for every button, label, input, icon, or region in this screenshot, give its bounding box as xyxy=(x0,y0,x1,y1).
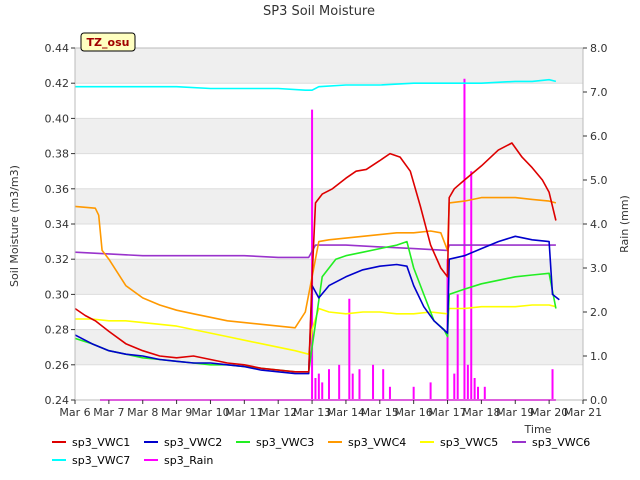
y-tick-label: 0.24 xyxy=(45,394,70,407)
x-tick-label: Mar 17 xyxy=(428,406,466,419)
legend-label-sp3-vwc3: sp3_VWC3 xyxy=(256,436,314,449)
y-axis-label: Soil Moisture (m3/m3) xyxy=(8,165,21,287)
legend-label-sp3-vwc1: sp3_VWC1 xyxy=(72,436,130,449)
y-tick-label: 0.32 xyxy=(45,253,70,266)
y-tick-label: 0.44 xyxy=(45,42,70,55)
x-tick-label: Mar 21 xyxy=(564,406,602,419)
x-tick-label: Mar 18 xyxy=(462,406,500,419)
series-sp3-vwc7 xyxy=(75,78,557,91)
x-tick-label: Mar 7 xyxy=(93,406,124,419)
series-sp3-vwc2 xyxy=(74,235,560,375)
y-tick-label: 0.26 xyxy=(45,359,70,372)
y2-tick-label: 1.0 xyxy=(590,350,608,363)
legend-label-sp3-vwc4: sp3_VWC4 xyxy=(348,436,406,449)
grid-band xyxy=(75,48,583,84)
series-sp3-vwc1 xyxy=(74,142,557,373)
y2-tick-label: 0.0 xyxy=(590,394,608,407)
legend-label-sp3-vwc6: sp3_VWC6 xyxy=(532,436,590,449)
y-tick-label: 0.40 xyxy=(45,112,70,125)
y2-tick-label: 2.0 xyxy=(590,306,608,319)
legend-label-sp3-rain: sp3_Rain xyxy=(164,454,213,467)
grid-bands xyxy=(75,47,583,401)
y2-tick-label: 6.0 xyxy=(590,130,608,143)
x-tick-label: Mar 20 xyxy=(530,406,568,419)
y2-tick-label: 3.0 xyxy=(590,262,608,275)
grid-band xyxy=(75,329,583,365)
x-tick-label: Mar 9 xyxy=(161,406,192,419)
x-tick-label: Mar 16 xyxy=(395,406,433,419)
x-tick-label: Mar 6 xyxy=(59,406,90,419)
x-tick-label: Mar 11 xyxy=(225,406,263,419)
x-tick-label: Mar 19 xyxy=(496,406,534,419)
station-badge: TZ_osu xyxy=(80,32,136,52)
x-tick-label: Mar 13 xyxy=(293,406,331,419)
station-badge-box xyxy=(80,32,136,52)
grid-band xyxy=(75,118,583,154)
series-sp3-vwc5 xyxy=(75,304,557,356)
legend-label-sp3-vwc5: sp3_VWC5 xyxy=(440,436,498,449)
chart-title: SP3 Soil Moisture xyxy=(263,4,375,19)
grid-band xyxy=(75,259,583,295)
grid-band xyxy=(75,188,583,224)
legend: sp3_VWC1 sp3_VWC2 sp3_VWC3 sp3_VWC4 sp3_VWC5… xyxy=(52,436,590,467)
x-tick-label: Mar 15 xyxy=(361,406,399,419)
y2-tick-label: 5.0 xyxy=(590,174,608,187)
series-sp3-vwc4 xyxy=(74,196,557,329)
y2-axis-ticks: 0.0 1.0 2.0 3.0 4.0 5.0 6.0 7.0 8.0 xyxy=(583,42,608,407)
y2-tick-label: 7.0 xyxy=(590,86,608,99)
legend-label-sp3-vwc7: sp3_VWC7 xyxy=(72,454,130,467)
x-tick-label: Mar 8 xyxy=(127,406,158,419)
station-badge-label: TZ_osu xyxy=(87,36,130,49)
x-tick-label: Mar 14 xyxy=(327,406,365,419)
y-tick-label: 0.42 xyxy=(45,77,70,90)
y-tick-label: 0.34 xyxy=(45,218,70,231)
y2-axis-label: Rain (mm) xyxy=(618,195,631,253)
series-sp3-vwc6 xyxy=(74,244,556,259)
y2-tick-label: 4.0 xyxy=(590,218,608,231)
x-axis-label: Time xyxy=(524,423,552,436)
legend-label-sp3-vwc2: sp3_VWC2 xyxy=(164,436,222,449)
y2-tick-label: 8.0 xyxy=(590,42,608,55)
y-tick-label: 0.30 xyxy=(45,288,70,301)
x-tick-label: Mar 10 xyxy=(191,406,229,419)
y-tick-label: 0.28 xyxy=(45,324,70,337)
y-axis-ticks: 0.24 0.26 0.28 0.30 0.32 0.34 0.36 0.38 0.40 0.42… xyxy=(45,42,75,407)
y-tick-label: 0.38 xyxy=(45,148,70,161)
y-tick-label: 0.36 xyxy=(45,183,70,196)
x-tick-label: Mar 12 xyxy=(259,406,297,419)
